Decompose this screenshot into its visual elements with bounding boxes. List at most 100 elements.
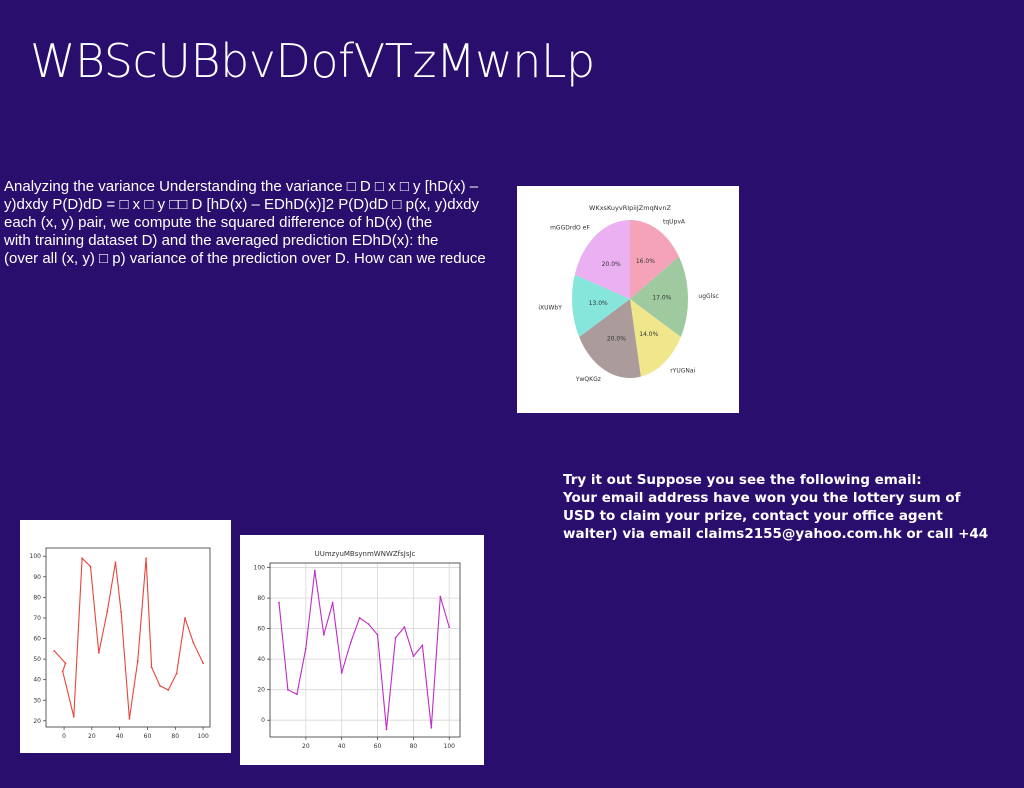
red-line-ytick-label: 60 xyxy=(33,636,41,643)
red-line-data-point xyxy=(73,716,75,718)
magenta-line-ytick-label: 80 xyxy=(257,595,265,602)
red-line-ytick-label: 20 xyxy=(33,718,41,725)
red-line-data-point xyxy=(184,617,186,619)
paragraph-line: y)dxdy P(D)dD = □ x □ y □□ D [hD(x) – ED… xyxy=(4,196,516,214)
magenta-line-data-point xyxy=(359,617,361,619)
red-line-data-point xyxy=(145,557,147,559)
magenta-line-data-point xyxy=(341,672,343,674)
magenta-line-data-point xyxy=(287,689,289,691)
magenta-line-data-point xyxy=(350,642,352,644)
pie-chart-card: WKxsKuyvRIpiiJZmqNvnZ 16.0% tqUpvA 17.0% ugG… xyxy=(517,186,739,413)
red-line-ytick-label: 80 xyxy=(33,594,41,601)
red-line-ytick-label: 100 xyxy=(30,553,42,560)
red-line-data-point xyxy=(115,562,117,564)
red-line-data-point xyxy=(151,666,153,668)
email-line: USD to claim your prize, contact your of… xyxy=(563,507,1023,525)
email-line: Your email address have won you the lott… xyxy=(563,489,1023,507)
red-line-data-point xyxy=(159,685,161,687)
slide-title: WBScUBbvDofVTzMwnLp xyxy=(30,34,595,88)
line-chart-magenta: UUmzyuMBsynmWNWZfsJsJc 20 40 60 80 100 0 20 40 60… xyxy=(240,535,484,765)
red-line-ytick-label: 40 xyxy=(33,677,41,684)
magenta-line-xtick-label: 60 xyxy=(374,743,382,750)
magenta-line-data-point xyxy=(404,626,406,628)
red-line-series-line xyxy=(54,558,203,719)
red-line-data-point xyxy=(53,650,55,652)
red-line-ytick-label: 50 xyxy=(33,656,41,663)
magenta-line-data-point xyxy=(430,727,432,729)
pie-value-label: 20.0% xyxy=(607,335,626,342)
red-line-data-point xyxy=(167,689,169,691)
red-line-ytick-label: 30 xyxy=(33,697,41,704)
pie-category-label: iXUWbY xyxy=(538,304,562,311)
pie-category-label: mGGDrdO eF xyxy=(550,224,590,231)
line-chart-red-card: 0 20 40 60 80 100 20 30 40 50 60 70 80 90 100 xyxy=(20,520,231,753)
magenta-line-ytick-label: 60 xyxy=(257,626,265,633)
red-line-ytick-label: 70 xyxy=(33,615,41,622)
paragraph-line: each (x, y) pair, we compute the squared… xyxy=(4,214,516,232)
magenta-line-xtick-label: 20 xyxy=(302,743,310,750)
pie-value-label: 16.0% xyxy=(636,258,655,265)
red-line-ytick-label: 90 xyxy=(33,574,41,581)
magenta-line-xtick-label: 80 xyxy=(410,743,418,750)
magenta-line-data-point xyxy=(439,596,441,598)
red-line-xtick-label: 60 xyxy=(144,733,152,740)
pie-chart: WKxsKuyvRIpiiJZmqNvnZ 16.0% tqUpvA 17.0% ugG… xyxy=(517,186,739,413)
red-line-xtick-label: 80 xyxy=(171,733,179,740)
red-line-data-point xyxy=(62,671,64,673)
pie-value-label: 17.0% xyxy=(652,295,671,302)
pie-category-label: YwQKGz xyxy=(575,376,601,383)
red-line-data-point xyxy=(176,673,178,675)
magenta-line-data-point xyxy=(448,626,450,628)
red-line-data-point xyxy=(65,662,67,664)
magenta-line-ytick-label: 20 xyxy=(257,687,265,694)
magenta-line-data-point xyxy=(368,623,370,625)
red-line-data-point xyxy=(81,557,83,559)
magenta-line-data-point xyxy=(386,729,388,731)
magenta-line-title: UUmzyuMBsynmWNWZfsJsJc xyxy=(315,550,416,558)
magenta-line-data-point xyxy=(323,634,325,636)
email-example-text: Try it out Suppose you see the following… xyxy=(563,471,1023,543)
variance-paragraph: Analyzing the variance Understanding the… xyxy=(4,178,516,268)
red-line-data-point xyxy=(129,718,131,720)
pie-category-label: ugGlsc xyxy=(698,293,718,300)
line-chart-red: 0 20 40 60 80 100 20 30 40 50 60 70 80 90 100 xyxy=(20,520,231,753)
pie-category-label: rYUGNai xyxy=(670,368,695,375)
email-line: walter) via email claims2155@yahoo.com.h… xyxy=(563,525,1023,543)
magenta-line-ytick-label: 0 xyxy=(261,717,265,724)
magenta-line-data-point xyxy=(395,637,397,639)
red-line-data-point xyxy=(137,660,139,662)
magenta-line-data-point xyxy=(278,602,280,604)
magenta-line-data-point xyxy=(314,570,316,572)
magenta-line-data-point xyxy=(422,645,424,647)
red-line-data-point xyxy=(192,642,194,644)
paragraph-line: with training dataset D) and the average… xyxy=(4,232,516,250)
magenta-line-series-line xyxy=(279,571,449,730)
magenta-line-data-point xyxy=(296,693,298,695)
magenta-line-data-point xyxy=(305,648,307,650)
pie-title: WKxsKuyvRIpiiJZmqNvnZ xyxy=(589,204,672,212)
email-line: Try it out Suppose you see the following… xyxy=(563,471,1023,489)
red-line-xtick-label: 0 xyxy=(62,733,66,740)
red-line-data-point xyxy=(98,652,100,654)
red-line-data-point xyxy=(202,662,204,664)
magenta-line-xtick-label: 40 xyxy=(338,743,346,750)
red-line-xtick-label: 20 xyxy=(88,733,96,740)
magenta-line-data-point xyxy=(413,655,415,657)
red-line-xtick-label: 40 xyxy=(116,733,124,740)
pie-value-label: 14.0% xyxy=(639,331,658,338)
red-line-data-point xyxy=(106,611,108,613)
magenta-line-ytick-label: 40 xyxy=(257,656,265,663)
line-chart-magenta-card: UUmzyuMBsynmWNWZfsJsJc 20 40 60 80 100 0 20 40 60… xyxy=(240,535,484,765)
magenta-line-ytick-label: 100 xyxy=(254,565,266,572)
pie-value-label: 13.0% xyxy=(589,300,608,307)
magenta-line-data-point xyxy=(377,634,379,636)
paragraph-line: (over all (x, y) □ p) variance of the pr… xyxy=(4,250,516,268)
magenta-line-axes-frame xyxy=(270,563,460,737)
pie-category-label: tqUpvA xyxy=(663,219,686,226)
pie-value-label: 20.0% xyxy=(602,261,621,268)
red-line-data-point xyxy=(120,611,122,613)
red-line-data-point xyxy=(90,566,92,568)
magenta-line-xtick-label: 100 xyxy=(444,743,456,750)
magenta-line-data-point xyxy=(332,602,334,604)
red-line-xtick-label: 100 xyxy=(197,733,209,740)
